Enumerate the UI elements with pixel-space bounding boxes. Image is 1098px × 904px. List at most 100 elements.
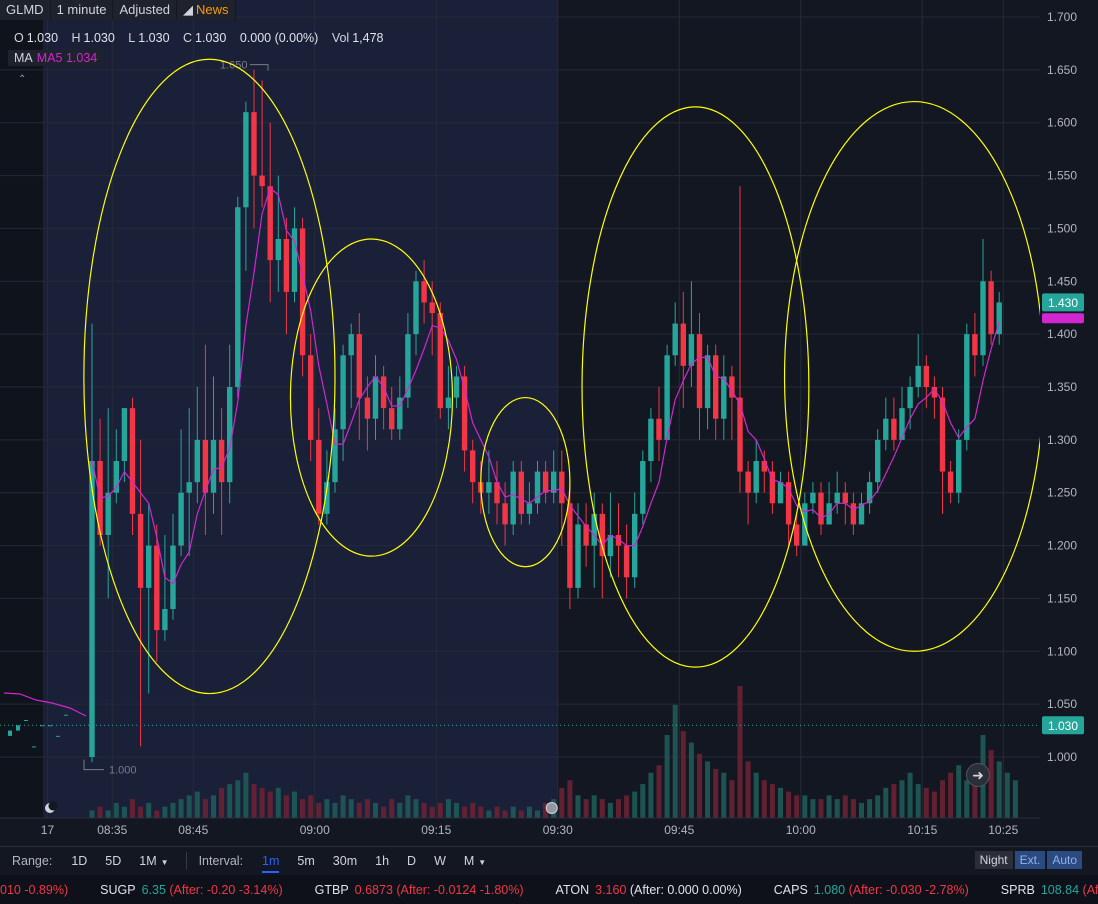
candle-body xyxy=(137,513,144,588)
volume-bar xyxy=(243,772,249,818)
ticker-item[interactable]: 010 -0.89%) xyxy=(0,883,68,897)
ticker-price: 0.6873 xyxy=(354,882,397,897)
range-1m[interactable]: 1M ▼ xyxy=(139,854,168,868)
candle-body xyxy=(308,355,314,440)
candle-body xyxy=(583,524,589,546)
ticker-change: (After: -2.1 xyxy=(1082,882,1098,897)
scroll-to-latest-icon[interactable]: ➜ xyxy=(966,763,990,787)
range-1d[interactable]: 1D xyxy=(71,854,88,868)
auto-scale-toggle[interactable]: Auto xyxy=(1047,851,1082,869)
candle-body xyxy=(470,450,476,483)
ticker-item[interactable]: ATON 3.160 (After: 0.000 0.00%) xyxy=(556,883,742,897)
interval-d[interactable]: D xyxy=(407,854,417,868)
volume-bar xyxy=(810,799,816,818)
ext-hours-candle xyxy=(56,735,60,737)
volume-bar xyxy=(769,784,775,818)
candle-body xyxy=(542,471,549,493)
ma-value: 1.034 xyxy=(65,51,98,65)
candle-body xyxy=(591,513,597,546)
ticker-symbol: GTBP xyxy=(314,882,349,897)
candle-body xyxy=(551,471,557,493)
volume-bar xyxy=(826,795,832,818)
volume-label: Vol xyxy=(331,31,350,45)
collapse-legend-icon[interactable]: ⌃ xyxy=(18,74,27,85)
interval-30m[interactable]: 30m xyxy=(332,854,358,868)
volume-bar xyxy=(948,772,954,818)
range-1m-label: 1M xyxy=(139,854,157,868)
volume-bar xyxy=(121,806,127,818)
ticker-tape[interactable]: 010 -0.89%) SUGP 6.35 (After: -0.20 -3.14%… xyxy=(0,875,1098,904)
volume-bar xyxy=(535,810,540,818)
candle-body xyxy=(186,482,192,493)
volume-bar xyxy=(786,791,792,818)
volume-bar xyxy=(332,802,338,818)
ellipse-annotation xyxy=(480,396,571,568)
volume-bar xyxy=(842,795,848,818)
ticker-item[interactable]: SUGP 6.35 (After: -0.20 -3.14%) xyxy=(100,883,283,897)
ext-hours-candle xyxy=(24,720,28,721)
ticker-change: (After: -0.0124 -1.80%) xyxy=(396,882,524,897)
interval-label[interactable]: 1 minute xyxy=(50,0,114,20)
candle-body xyxy=(146,545,152,588)
volume-bar xyxy=(405,795,411,818)
y-tick-label: 1.400 xyxy=(1047,327,1077,341)
chevron-down-icon: ▼ xyxy=(478,858,487,867)
candle-body xyxy=(259,175,265,187)
price-chart[interactable]: 1.650 1.000 1.000 1.050 1.100 1.150 1.200 1.250… xyxy=(0,0,1098,846)
candle-body xyxy=(129,408,136,514)
candle-body xyxy=(202,439,209,493)
overnight-background xyxy=(0,0,43,818)
volume-bar xyxy=(413,799,419,818)
candle-body xyxy=(664,355,670,440)
interval-1h[interactable]: 1h xyxy=(375,854,390,868)
y-tick-label: 1.050 xyxy=(1047,697,1077,711)
close-label: C xyxy=(183,31,193,45)
volume-value: 1,478 xyxy=(352,31,384,45)
range-5d[interactable]: 5D xyxy=(105,854,122,868)
candle-body xyxy=(243,112,249,208)
candle-body xyxy=(794,524,800,546)
ticker-item[interactable]: GTBP 0.6873 (After: -0.0124 -1.80%) xyxy=(315,883,524,897)
volume-bar xyxy=(316,802,322,818)
adjusted-label[interactable]: Adjusted xyxy=(113,0,178,20)
candle-body xyxy=(567,503,573,588)
symbol-label[interactable]: GLMD xyxy=(0,0,51,20)
ticker-item[interactable]: SPRB 108.84 (After: -2.1 xyxy=(1001,883,1098,897)
ticker-symbol: SPRB xyxy=(1000,882,1035,897)
ext-hours-toggle[interactable]: Ext. xyxy=(1014,851,1046,869)
volume-bar xyxy=(940,780,945,818)
candle-body xyxy=(405,334,411,398)
volume-bar xyxy=(583,799,589,818)
ma-legend[interactable]: MA MA5 1.034 xyxy=(8,50,104,66)
ticker-symbol: SUGP xyxy=(100,882,136,897)
candle-body xyxy=(324,482,330,514)
night-toggle[interactable]: Night xyxy=(974,851,1013,869)
change-value: 0.000 (0.00%) xyxy=(239,31,319,45)
candle-body xyxy=(170,545,176,609)
ticker-item[interactable]: CAPS 1.080 (After: -0.030 -2.78%) xyxy=(774,883,969,897)
last-price-label: 1.430 xyxy=(1048,296,1078,310)
interval-5m[interactable]: 5m xyxy=(297,854,315,868)
volume-bar xyxy=(186,795,192,818)
candle-body xyxy=(988,281,994,335)
news-button[interactable]: ◢ News xyxy=(177,0,236,20)
candle-body xyxy=(850,503,857,525)
interval-w[interactable]: W xyxy=(434,854,446,868)
volume-bar xyxy=(381,806,387,818)
x-tick-label: 10:15 xyxy=(907,823,937,837)
volume-bar xyxy=(753,772,759,818)
y-tick-label: 1.200 xyxy=(1047,539,1077,553)
volume-bar xyxy=(616,799,621,818)
interval-1m[interactable]: 1m xyxy=(262,854,280,873)
candle-body xyxy=(502,503,508,525)
candle-body xyxy=(89,461,95,757)
low-annotation: 1.000 xyxy=(109,765,137,777)
y-tick-label: 1.450 xyxy=(1047,274,1077,288)
interval-m[interactable]: M ▼ xyxy=(464,854,486,868)
volume-bar xyxy=(559,787,565,818)
ticker-symbol: CAPS xyxy=(773,882,808,897)
ticker-price: 3.160 xyxy=(595,882,630,897)
candle-body xyxy=(340,355,346,430)
ellipse-annotation xyxy=(289,238,454,557)
candle-body xyxy=(818,492,824,525)
